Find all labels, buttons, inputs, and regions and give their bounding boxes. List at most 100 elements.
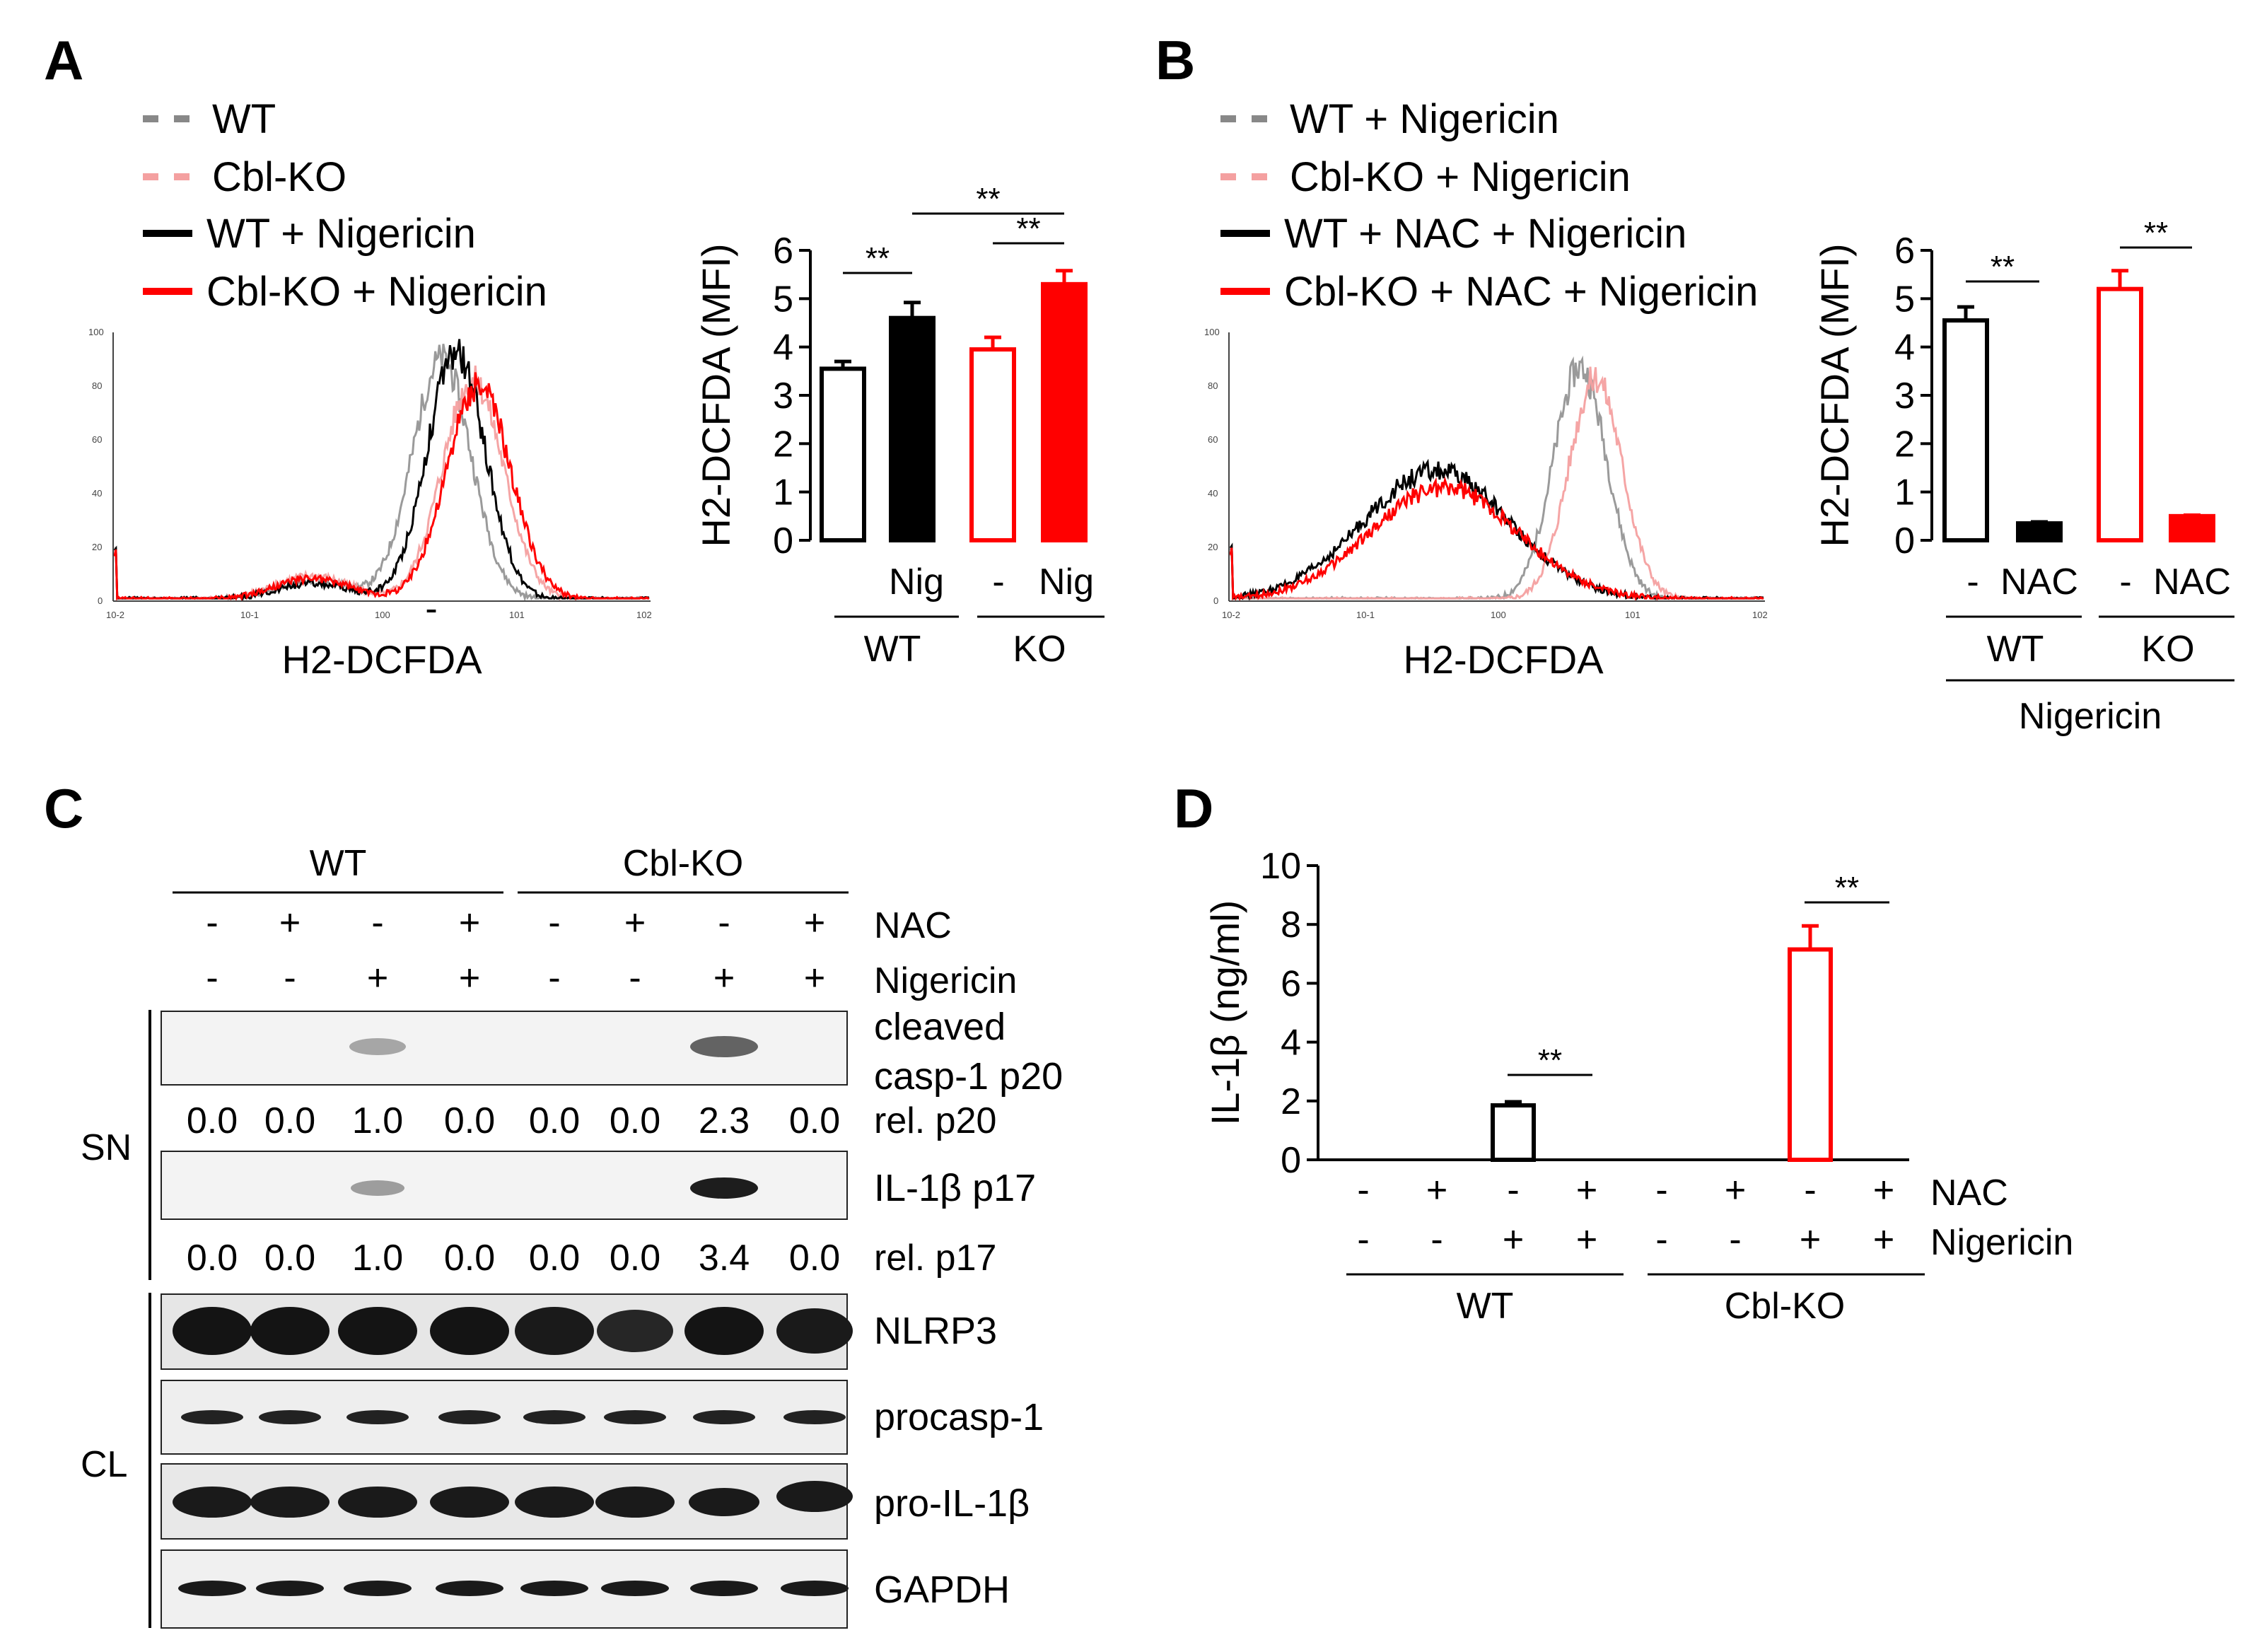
blot-p20-label-1: cleaved	[874, 1006, 1006, 1048]
hist-b-xtick: 10-2	[1222, 610, 1240, 620]
hist-a-xtick: 10-1	[240, 610, 259, 620]
panel-d-treatment-rows: - + - + - + - + NAC - - + + - - + + Nige…	[1357, 1170, 2073, 1263]
band-p20-lane7	[690, 1036, 758, 1057]
blot-procasp: procasp-1	[161, 1380, 1044, 1455]
legend-label-cbl-ko: Cbl-KO	[212, 154, 346, 200]
bar	[969, 347, 1016, 542]
hist-b-ytick: 100	[1204, 327, 1220, 337]
band-gapdh	[178, 1581, 246, 1596]
nigericin-sign: +	[459, 958, 480, 999]
band-nlrp3	[338, 1307, 417, 1355]
band-nlrp3	[430, 1307, 509, 1355]
y-tick-label: 3	[1894, 376, 1915, 417]
band-nlrp3	[597, 1310, 673, 1352]
histogram-series-line	[113, 372, 649, 602]
d-nigericin-sign: -	[1655, 1219, 1667, 1260]
rel-p17-value: 1.0	[352, 1238, 403, 1279]
band-proil	[338, 1487, 417, 1518]
bar-a-cond-label: -	[992, 562, 1004, 603]
panel-a-legend: WT Cbl-KO WT + Nigericin Cbl-KO + Nigeri…	[143, 96, 547, 315]
d-nac-sign: +	[1873, 1170, 1894, 1211]
nac-sign: +	[459, 902, 480, 943]
band-proil	[776, 1481, 853, 1512]
d-nigericin-sign: -	[1729, 1219, 1741, 1260]
y-tick-label: 5	[773, 279, 793, 320]
nac-sign: -	[371, 902, 383, 943]
legend-label-cbl-ko-nig: Cbl-KO + Nigericin	[206, 269, 547, 315]
bar-a-group-wt: WT	[864, 629, 921, 670]
panel-d-letter: D	[1174, 777, 1213, 839]
hist-a-ytick: 40	[92, 488, 102, 499]
histogram-series-line	[1229, 476, 1764, 602]
band-nlrp3	[173, 1307, 252, 1355]
nac-sign: +	[804, 902, 825, 943]
hist-a-ytick: 60	[92, 434, 102, 445]
hist-b-ytick: 80	[1208, 380, 1218, 391]
panel-d-bar-chart: 0 2 4 6 8 10 IL-1β (ng/ml) ** **	[1203, 846, 1909, 1181]
d-nigericin-sign: -	[1357, 1219, 1369, 1260]
nigericin-sign: +	[713, 958, 735, 999]
rel-p20-label: rel. p20	[874, 1100, 996, 1141]
nac-sign: +	[279, 902, 301, 943]
y-tick-label: 1	[1894, 472, 1915, 513]
band-procasp	[181, 1410, 243, 1424]
band-p17-lane3	[351, 1180, 404, 1196]
y-tick-label: 6	[1894, 231, 1915, 272]
band-nlrp3	[776, 1308, 853, 1354]
band-proil	[430, 1487, 509, 1518]
bar-b-group-wt: WT	[1987, 629, 2044, 670]
blot-proil: pro-IL-1β	[161, 1463, 1030, 1540]
blot-p20: cleaved casp-1 p20	[161, 1006, 1063, 1098]
nigericin-sign: -	[206, 958, 218, 999]
significance-stars: **	[1835, 871, 1859, 905]
y-tick-label: 10	[1260, 846, 1301, 887]
legend-label-wt-nig: WT + Nigericin	[1290, 96, 1559, 142]
nac-sign: -	[548, 902, 560, 943]
hist-b-xtick: 102	[1752, 610, 1768, 620]
blot-procasp-label: procasp-1	[874, 1396, 1044, 1438]
panel-b-histogram: 100 80 60 40 20 0 10-2 10-1 100 101 102 …	[1204, 327, 1768, 682]
y-tick-label: 3	[773, 376, 793, 417]
band-gapdh	[344, 1581, 412, 1596]
nac-row-label: NAC	[874, 905, 952, 946]
band-gapdh	[256, 1581, 324, 1596]
bar-d-marks: 0 2 4 6 8 10 IL-1β (ng/ml) ** **	[1203, 846, 1909, 1181]
blot-gapdh-label: GAPDH	[874, 1569, 1010, 1611]
legend-label-wt-nig: WT + Nigericin	[206, 211, 476, 257]
y-tick-label: 8	[1281, 904, 1301, 946]
histogram-a-xlabel: H2-DCFDA	[281, 637, 482, 682]
panel-d: D 0 2 4 6 8 10 IL-1β (ng/ml) ** ** - + - + - + -…	[1174, 777, 2073, 1327]
rel-p17-row: 0.0 0.0 1.0 0.0 0.0 0.0 3.4 0.0 rel. p17	[187, 1238, 997, 1279]
band-proil	[515, 1487, 594, 1518]
band-proil	[689, 1488, 759, 1516]
band-gapdh	[690, 1581, 758, 1596]
y-tick-label: 1	[773, 472, 793, 513]
hist-a-ytick: 0	[98, 595, 103, 606]
legend-label-wt: WT	[212, 96, 276, 142]
d-nac-sign: +	[1576, 1170, 1597, 1211]
y-tick-label: 4	[773, 327, 793, 368]
band-p20-lane3	[349, 1038, 406, 1055]
band-nlrp3	[684, 1307, 764, 1355]
rel-p20-value: 0.0	[789, 1100, 840, 1141]
d-nac-sign: +	[1426, 1170, 1447, 1211]
rel-p17-value: 0.0	[264, 1238, 315, 1279]
bar-b-cond-label: -	[2119, 562, 2131, 603]
bar-a-cond-label: Nig	[889, 562, 944, 603]
rel-p20-value: 1.0	[352, 1100, 403, 1141]
histogram-a-series	[113, 339, 650, 603]
d-nigericin-sign: +	[1576, 1219, 1597, 1260]
band-procasp	[783, 1410, 846, 1424]
band-procasp	[523, 1410, 585, 1424]
hist-b-xtick: 101	[1625, 610, 1640, 620]
hist-a-ytick: 100	[88, 327, 104, 337]
rel-p20-value: 0.0	[444, 1100, 495, 1141]
band-p17-lane7	[690, 1177, 758, 1199]
panel-b-legend: WT + Nigericin Cbl-KO + Nigericin WT + N…	[1220, 96, 1758, 315]
rel-p20-value: 0.0	[264, 1100, 315, 1141]
y-tick-label: 4	[1894, 327, 1915, 368]
significance-stars: **	[1016, 211, 1040, 246]
d-group-cbl-ko: Cbl-KO	[1725, 1286, 1845, 1327]
